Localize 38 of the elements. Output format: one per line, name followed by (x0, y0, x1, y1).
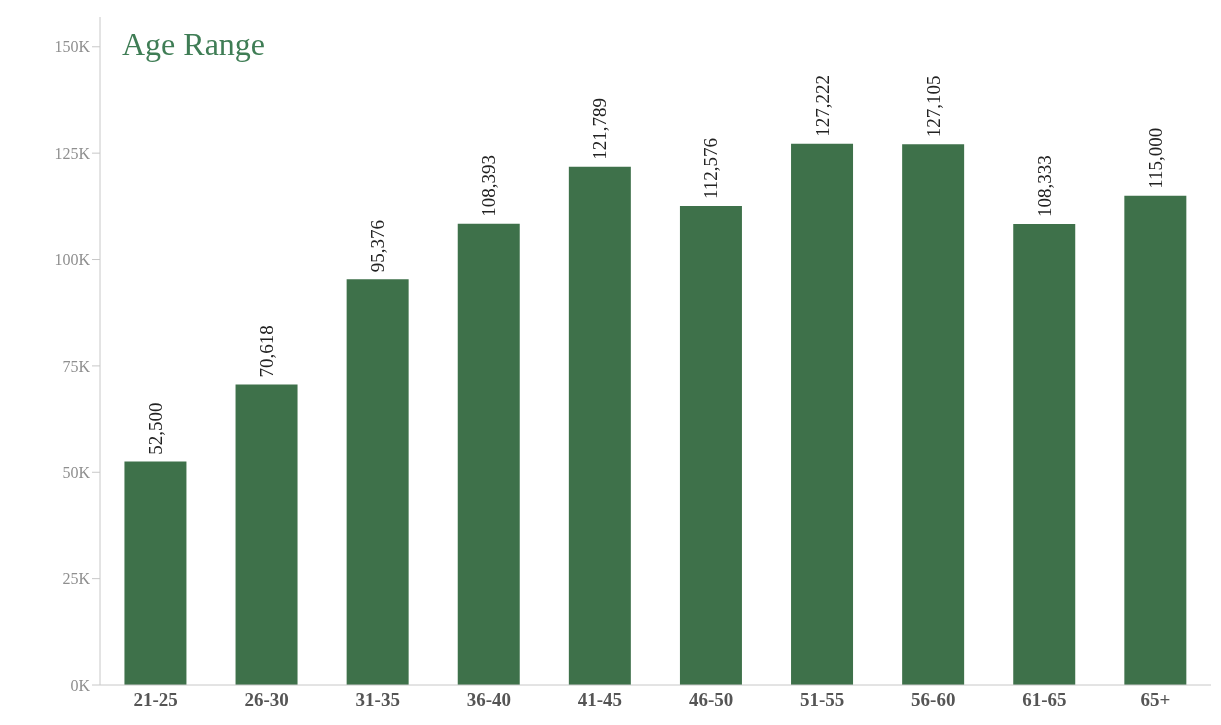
data-label: 115,000 (1144, 127, 1166, 189)
x-tick-label: 36-40 (466, 689, 512, 711)
x-tick-label: 21-25 (133, 689, 178, 711)
bar (902, 144, 965, 685)
bar (235, 384, 298, 685)
y-tick-label: 25K (62, 570, 91, 588)
x-tick-label: 46-50 (688, 689, 734, 711)
y-tick-label: 75K (62, 357, 91, 375)
x-tick-label: 26-30 (244, 689, 289, 711)
x-tick-label: 65+ (1140, 689, 1171, 711)
data-label: 121,789 (589, 98, 611, 160)
y-tick-label: 50K (62, 463, 91, 481)
bar (568, 166, 631, 685)
x-tick-label: 31-35 (355, 689, 400, 711)
bar (679, 206, 742, 685)
bar (124, 461, 187, 685)
y-tick-label: 125K (54, 144, 91, 162)
bar (457, 223, 520, 685)
x-tick-label: 56-60 (911, 689, 956, 711)
data-label: 108,333 (1033, 155, 1055, 218)
x-tick-label: 41-45 (577, 689, 623, 711)
y-tick-label: 150K (54, 38, 91, 56)
data-label: 52,500 (144, 402, 166, 455)
bar (1013, 224, 1076, 685)
bar (346, 279, 409, 685)
data-label: 95,376 (367, 219, 389, 273)
chart-title: Age Range (122, 25, 266, 64)
x-tick-label: 51-55 (799, 689, 845, 711)
data-label: 127,222 (811, 74, 833, 137)
data-label: 70,618 (256, 325, 278, 378)
x-tick-label: 61-65 (1022, 689, 1067, 711)
y-tick-label: 100K (54, 251, 91, 269)
bar (791, 143, 854, 685)
data-label: 112,576 (700, 137, 722, 200)
data-label: 127,105 (922, 75, 944, 138)
data-label: 108,393 (478, 155, 500, 217)
bar (1124, 195, 1187, 685)
y-tick-label: 0K (70, 676, 91, 694)
